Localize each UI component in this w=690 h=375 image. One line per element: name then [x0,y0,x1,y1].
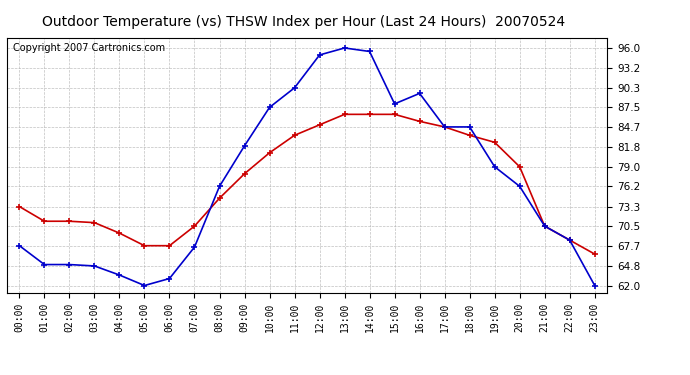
Text: Outdoor Temperature (vs) THSW Index per Hour (Last 24 Hours)  20070524: Outdoor Temperature (vs) THSW Index per … [42,15,565,29]
Text: Copyright 2007 Cartronics.com: Copyright 2007 Cartronics.com [13,43,165,52]
